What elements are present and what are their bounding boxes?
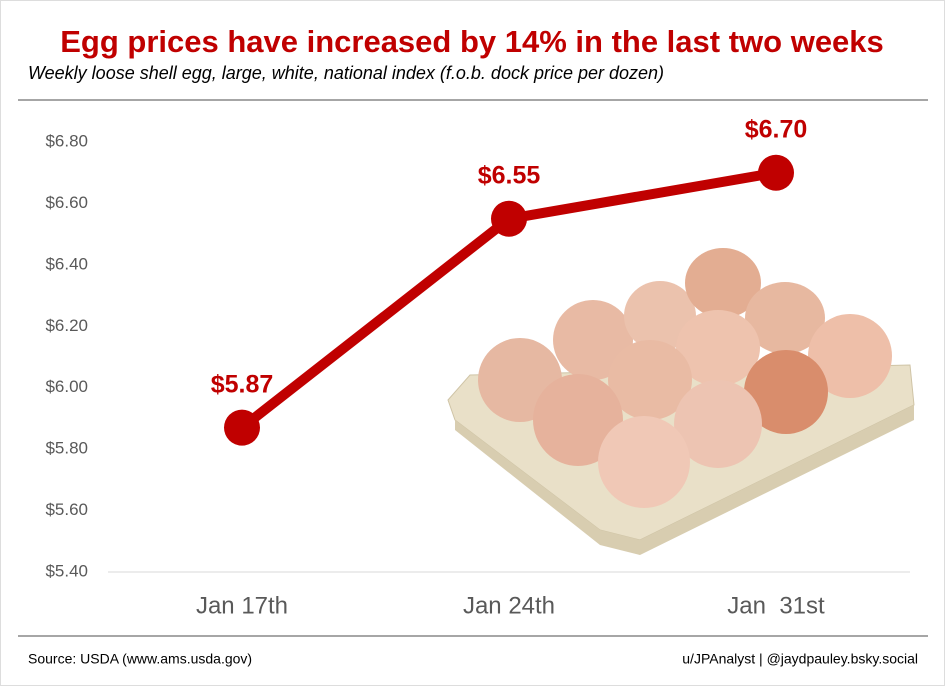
point bbox=[491, 200, 527, 237]
source: Source: USDA (www.ams.usda.gov) bbox=[28, 651, 252, 667]
y-tick-label: $6.60 bbox=[45, 193, 88, 212]
chart-title: Egg prices have increased by 14% in the … bbox=[60, 24, 884, 59]
x-tick-label: Jan 24th bbox=[463, 592, 555, 619]
data-label: $6.70 bbox=[745, 115, 808, 143]
point bbox=[224, 409, 260, 446]
y-tick-label: $6.00 bbox=[45, 377, 88, 396]
y-tick-label: $6.20 bbox=[45, 316, 88, 335]
data-label: $6.55 bbox=[478, 161, 541, 189]
y-tick-label: $5.40 bbox=[45, 561, 88, 580]
chart-subtitle: Weekly loose shell egg, large, white, na… bbox=[28, 63, 664, 83]
credit: u/JPAnalyst | @jaydpauley.bsky.social bbox=[682, 651, 918, 667]
y-tick-label: $6.80 bbox=[45, 131, 88, 150]
y-tick-label: $5.80 bbox=[45, 439, 88, 458]
point bbox=[758, 154, 794, 191]
x-tick-label: Jan 17th bbox=[196, 592, 288, 619]
y-tick-label: $6.40 bbox=[45, 254, 88, 273]
y-tick-label: $5.60 bbox=[45, 500, 88, 519]
egg-illustration bbox=[447, 248, 915, 555]
data-label: $5.87 bbox=[211, 370, 274, 398]
x-tick-label: Jan 31st bbox=[727, 592, 825, 619]
